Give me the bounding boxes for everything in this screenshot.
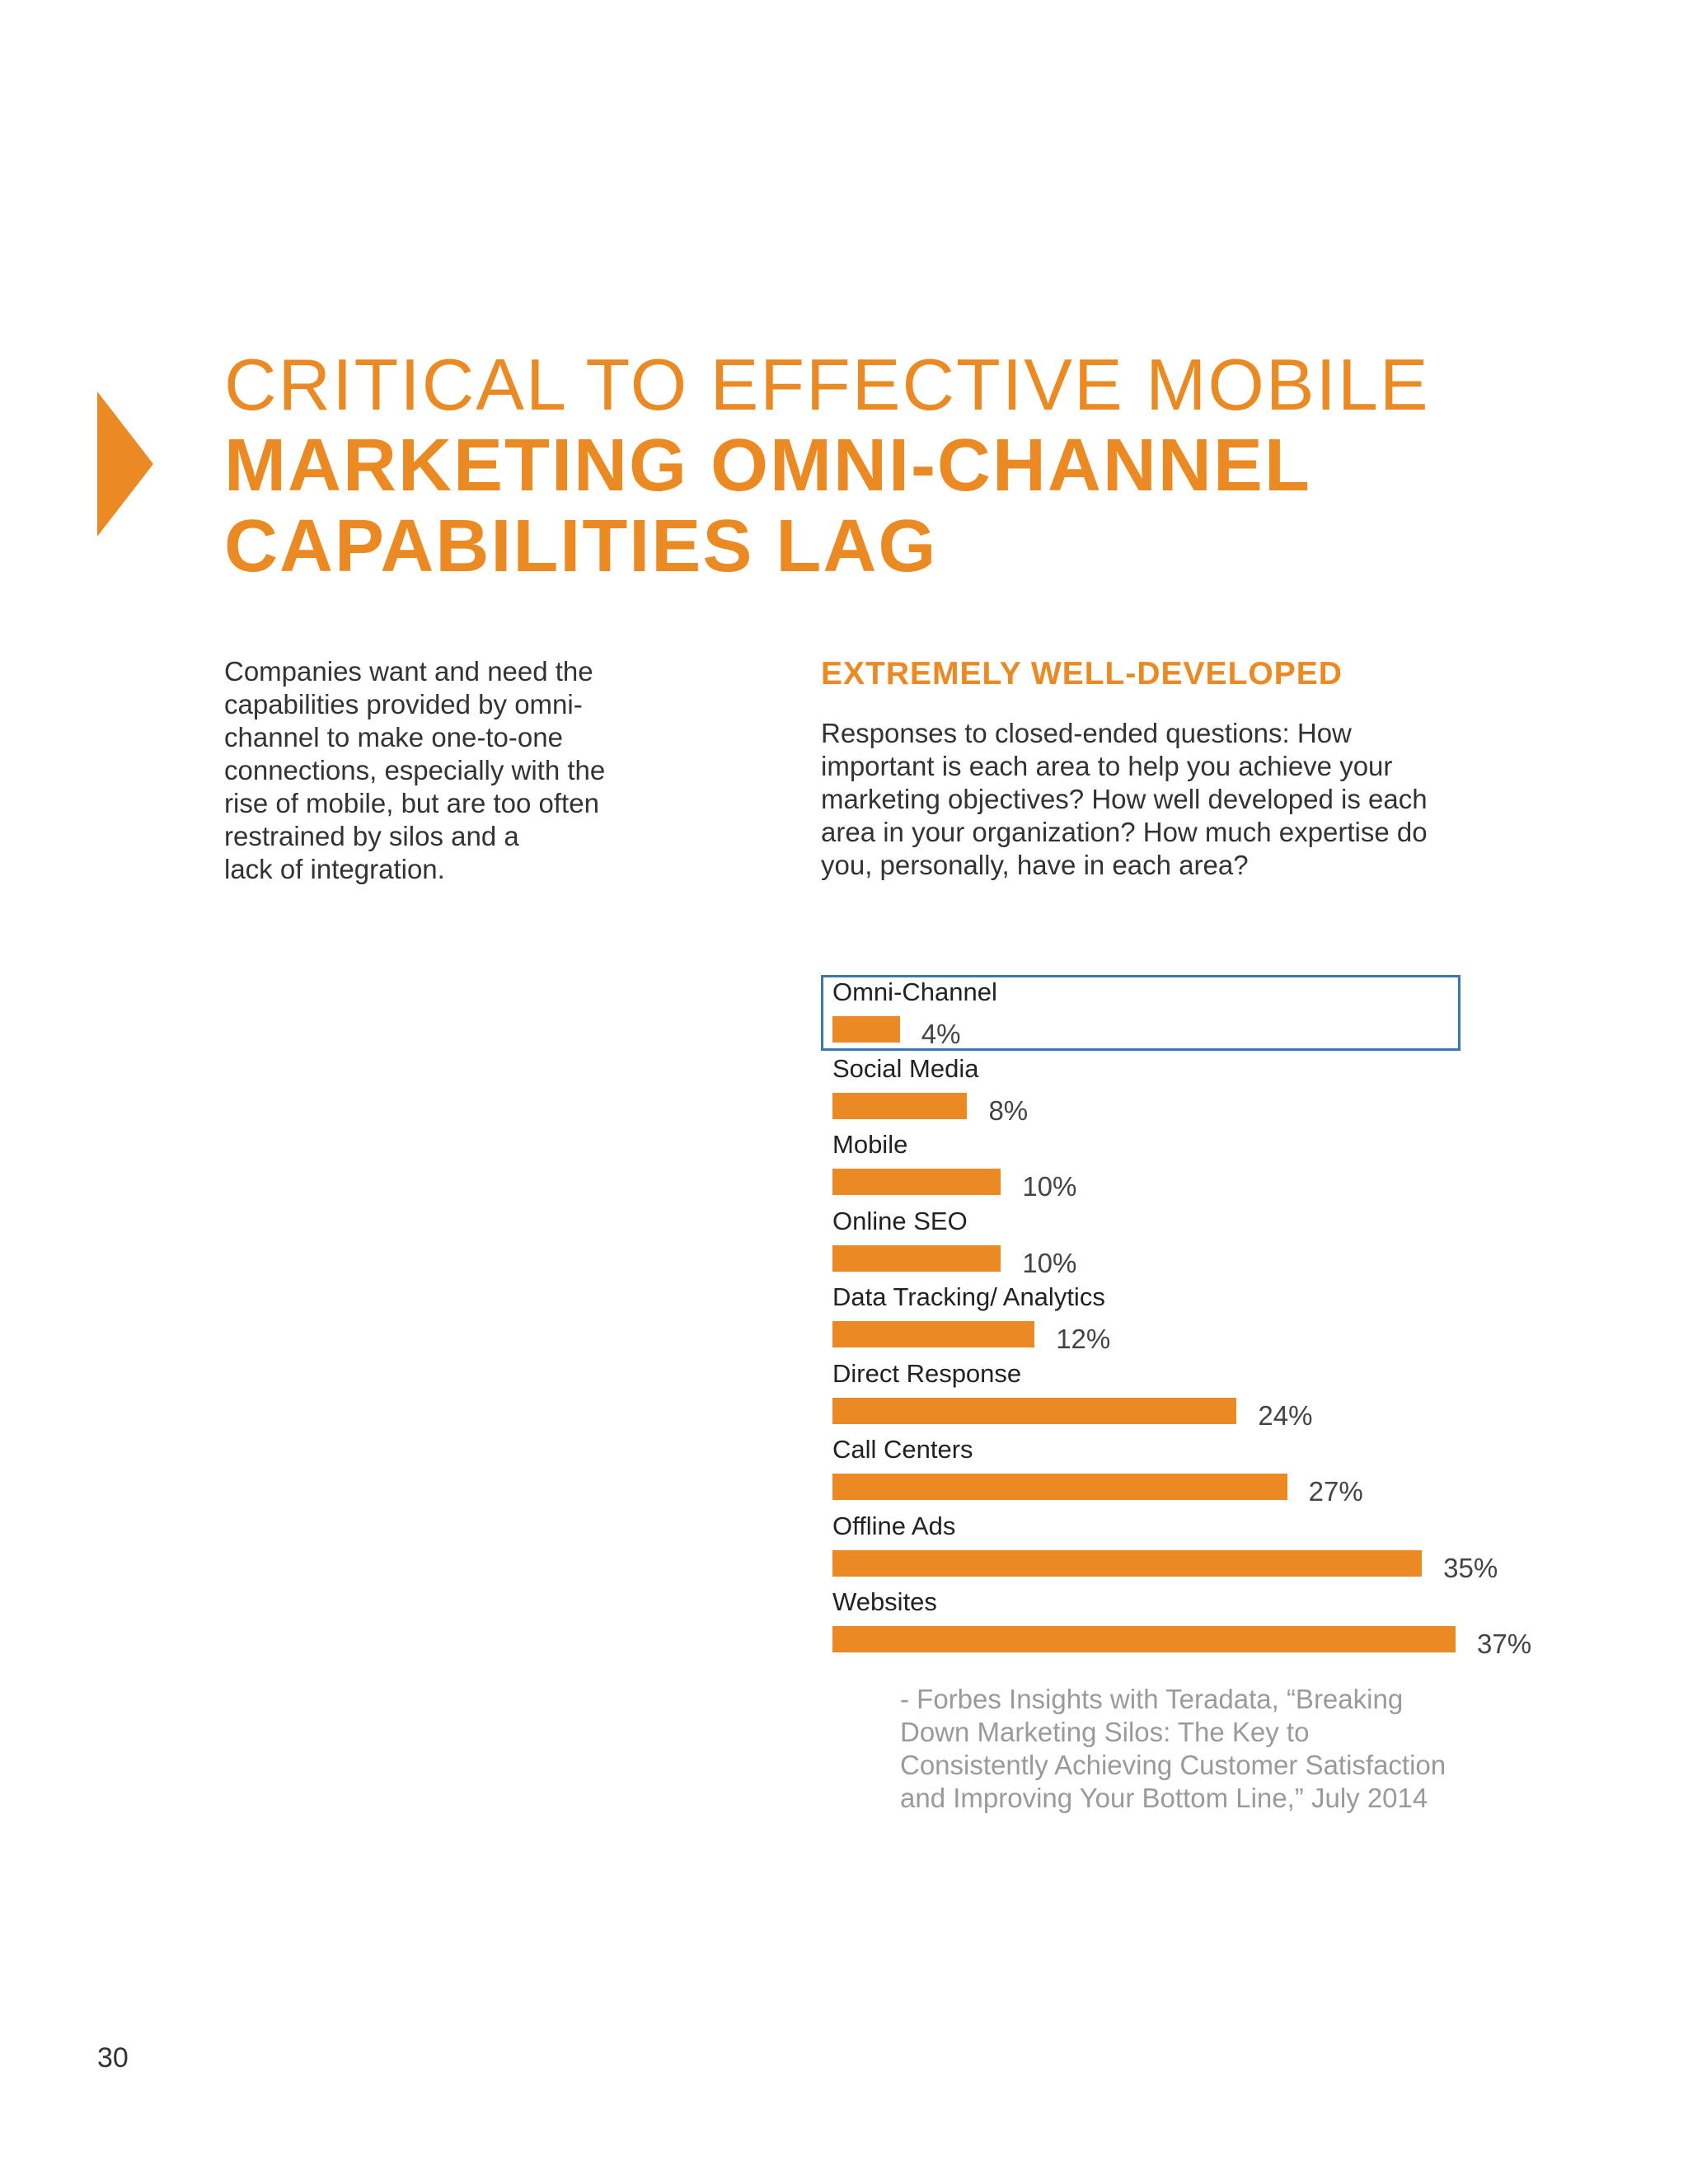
- bar: [832, 1169, 1001, 1195]
- title-line-3: CAPABILITIES LAG: [224, 505, 938, 588]
- citation: - Forbes Insights with Teradata, “Breaki…: [900, 1684, 1447, 1813]
- bar-category-label: Direct Response: [832, 1358, 1022, 1388]
- bar-row: Omni-Channel 4%: [832, 977, 1574, 1049]
- bar-category-label: Mobile: [832, 1130, 908, 1159]
- bar-row: Direct Response 24%: [832, 1358, 1574, 1431]
- bar-value-label: 4%: [921, 1019, 961, 1049]
- bar-value-label: 10%: [1022, 1247, 1077, 1278]
- bar-row: Offline Ads 35%: [832, 1511, 1574, 1583]
- title-line-2: MARKETING OMNI-CHANNEL: [224, 424, 1311, 507]
- page-number: 30: [97, 2042, 129, 2074]
- bar: [832, 1244, 1001, 1272]
- bar: [832, 1549, 1423, 1577]
- bar-row: Social Media 8%: [832, 1053, 1574, 1126]
- bar-category-label: Websites: [832, 1587, 937, 1616]
- bar-value-label: 10%: [1022, 1171, 1077, 1202]
- bar: [832, 1016, 900, 1043]
- bar-value-label: 12%: [1056, 1324, 1111, 1354]
- bar-value-label: 35%: [1443, 1552, 1498, 1583]
- bar: [832, 1474, 1287, 1500]
- bar-row: Call Centers 27%: [832, 1434, 1574, 1507]
- bar-row: Websites 37%: [832, 1586, 1574, 1659]
- bar-row: Mobile 10%: [832, 1129, 1574, 1202]
- intro-paragraph: Companies want and need the capabilities…: [224, 656, 606, 884]
- bar-category-label: Offline Ads: [832, 1511, 956, 1540]
- bar: [832, 1397, 1237, 1424]
- bar-value-label: 27%: [1308, 1476, 1363, 1507]
- bar-category-label: Data Tracking/ Analytics: [832, 1282, 1105, 1311]
- bar-row: Data Tracking/ Analytics 12%: [832, 1282, 1574, 1354]
- bar-category-label: Social Media: [832, 1053, 979, 1083]
- bar: [832, 1092, 968, 1119]
- bar-category-label: Omni-Channel: [832, 977, 997, 1006]
- bar-category-label: Call Centers: [832, 1435, 973, 1464]
- bar-value-label: 37%: [1477, 1629, 1532, 1659]
- bar: [832, 1321, 1035, 1347]
- section-arrow-icon: [97, 391, 153, 537]
- bar-value-label: 24%: [1258, 1399, 1313, 1431]
- page-title: CRITICAL TO EFFECTIVE MOBILE MARKETING O…: [224, 344, 1625, 588]
- chart-heading: EXTREMELY WELL-DEVELOPED: [821, 656, 1343, 691]
- bar-category-label: Online SEO: [832, 1206, 968, 1235]
- highlight-box: [821, 975, 1461, 1051]
- bar-value-label: 8%: [988, 1094, 1029, 1126]
- bar: [832, 1626, 1456, 1652]
- chart-description: Responses to closed-ended questions: How…: [821, 718, 1428, 880]
- title-line-1: CRITICAL TO EFFECTIVE MOBILE: [224, 344, 1430, 425]
- bar-row: Online SEO 10%: [832, 1206, 1574, 1278]
